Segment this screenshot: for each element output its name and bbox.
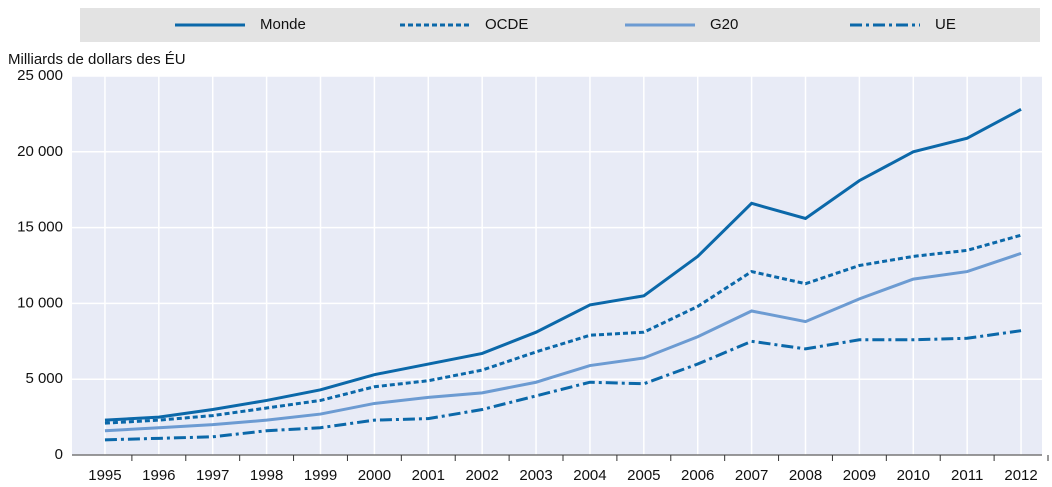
y-tick-label: 20 000 <box>17 143 63 160</box>
y-tick-label: 25 000 <box>17 67 63 84</box>
x-tick-label: 2005 <box>627 467 660 484</box>
x-tick-label: 2010 <box>897 467 930 484</box>
x-tick-label: 2003 <box>519 467 552 484</box>
x-tick-label: 2006 <box>681 467 714 484</box>
y-tick-label: 15 000 <box>17 219 63 236</box>
legend-label: OCDE <box>485 16 528 33</box>
x-tick-label: 2008 <box>789 467 822 484</box>
x-tick-label: 1995 <box>88 467 121 484</box>
x-tick-label: 2011 <box>951 467 983 484</box>
y-axis-label: Milliards de dollars des ÉU <box>8 51 186 68</box>
legend-label: Monde <box>260 16 306 33</box>
x-tick-label: 2002 <box>465 467 498 484</box>
x-tick-label: 2012 <box>1004 467 1037 484</box>
x-tick-label: 1997 <box>196 467 229 484</box>
x-tick-label: 2004 <box>573 467 606 484</box>
x-tick-label: 2000 <box>358 467 391 484</box>
series-line <box>104 251 1022 433</box>
legend-label: UE <box>935 16 956 33</box>
plot-background <box>72 76 1042 455</box>
series-line <box>104 108 1022 422</box>
x-tick-label: 1999 <box>304 467 337 484</box>
x-tick-label: 1996 <box>142 467 175 484</box>
x-tick-label: 2009 <box>843 467 876 484</box>
y-tick-label: 0 <box>55 446 63 463</box>
x-tick-label: 2001 <box>412 467 445 484</box>
y-tick-label: 5 000 <box>25 370 63 387</box>
x-tick-label: 2007 <box>735 467 768 484</box>
y-tick-label: 10 000 <box>17 294 63 311</box>
series-line <box>104 329 1022 442</box>
x-tick-label: 1998 <box>250 467 283 484</box>
legend-label: G20 <box>710 16 738 33</box>
series-line <box>104 233 1022 425</box>
